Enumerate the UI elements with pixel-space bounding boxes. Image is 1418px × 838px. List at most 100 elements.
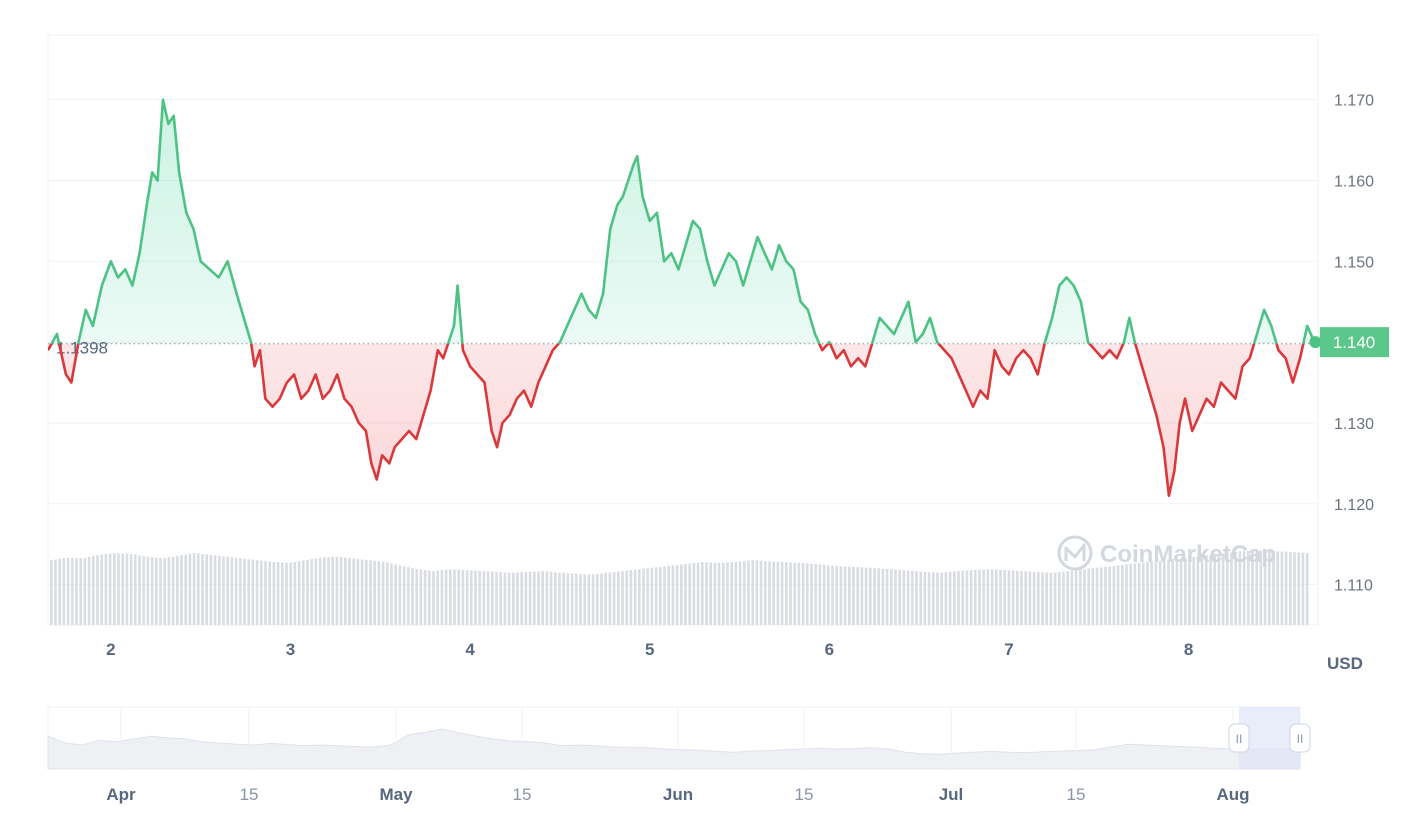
volume-bar xyxy=(856,567,859,625)
volume-bar xyxy=(1108,566,1111,625)
volume-bar xyxy=(541,571,544,625)
volume-bars xyxy=(50,550,1309,625)
volume-bar xyxy=(293,562,297,625)
volume-bar xyxy=(188,553,192,625)
volume-bar xyxy=(961,570,964,625)
volume-bar xyxy=(323,557,326,625)
volume-bar xyxy=(503,572,507,625)
volume-bar xyxy=(625,570,628,625)
volume-bar xyxy=(785,562,788,625)
volume-bar xyxy=(839,566,843,625)
volume-bar xyxy=(1032,571,1036,625)
volume-bar xyxy=(524,572,528,625)
handle-box xyxy=(1289,723,1311,753)
volume-bar xyxy=(83,557,87,625)
volume-bar xyxy=(1184,557,1187,625)
volume-bar xyxy=(394,564,397,625)
volume-bar xyxy=(1007,570,1011,625)
price-line-down xyxy=(48,343,1305,497)
volume-bar xyxy=(96,555,99,625)
volume-bar xyxy=(549,571,553,625)
volume-bar xyxy=(423,570,427,625)
volume-bar xyxy=(449,569,452,625)
navigator-tick-label: 15 xyxy=(1067,785,1086,804)
volume-bar xyxy=(705,562,708,625)
volume-bar xyxy=(465,570,469,625)
volume-bar xyxy=(915,571,918,625)
volume-bar xyxy=(570,573,574,625)
volume-bar xyxy=(965,570,969,625)
volume-bar xyxy=(184,554,187,625)
volume-bar xyxy=(692,563,696,625)
volume-bar xyxy=(730,562,733,625)
volume-bar xyxy=(759,560,763,625)
volume-bar xyxy=(923,571,927,625)
volume-bar xyxy=(142,556,145,625)
x-tick-label: 7 xyxy=(1004,640,1013,659)
volume-bar xyxy=(919,571,922,625)
volume-bar xyxy=(911,571,914,625)
volume-bar xyxy=(843,566,847,625)
current-badge-bg xyxy=(1320,327,1389,358)
volume-bar xyxy=(1167,559,1170,625)
navigator-handle-right[interactable]: II xyxy=(1289,723,1311,753)
current-point xyxy=(1309,336,1322,349)
unit-label: USD xyxy=(1327,654,1363,673)
volume-bar xyxy=(365,559,368,625)
volume-bar xyxy=(1121,564,1124,625)
volume-bar xyxy=(1129,563,1132,625)
volume-bar xyxy=(201,553,204,625)
volume-bar xyxy=(390,563,393,625)
volume-bar xyxy=(596,573,599,625)
volume-bar xyxy=(171,556,175,625)
volume-bar xyxy=(415,569,418,625)
volume-bar xyxy=(587,574,591,625)
navigator-tick-label: Aug xyxy=(1216,785,1249,804)
volume-bar xyxy=(726,562,729,625)
volume-bar xyxy=(1049,572,1053,625)
y-tick-label: 1.120 xyxy=(1334,497,1374,514)
volume-bar xyxy=(1095,567,1099,625)
volume-bar xyxy=(864,567,868,625)
volume-bar xyxy=(331,556,334,625)
volume-bar xyxy=(247,559,250,625)
volume-bar xyxy=(327,557,330,625)
volume-bar xyxy=(688,563,691,625)
volume-bar xyxy=(138,555,141,625)
volume-bar xyxy=(1200,555,1204,625)
volume-bar xyxy=(1070,570,1074,625)
baseline-value: 1.1398 xyxy=(56,339,108,358)
volume-bar xyxy=(79,558,82,625)
volume-bar xyxy=(507,572,511,625)
volume-bar xyxy=(831,565,834,625)
volume-bar xyxy=(121,553,124,625)
volume-bar xyxy=(251,559,255,625)
volume-bar xyxy=(659,566,662,625)
volume-bar xyxy=(234,557,238,625)
navigator-handle-left[interactable]: II xyxy=(1228,723,1250,753)
volume-bar xyxy=(209,554,213,625)
volume-bar xyxy=(1125,564,1128,625)
volume-bar xyxy=(827,565,830,625)
volume-bar xyxy=(797,562,801,625)
volume-bar xyxy=(230,557,234,625)
volume-bar xyxy=(1238,551,1242,625)
volume-bar xyxy=(54,559,57,625)
volume-bar xyxy=(440,569,444,625)
drag-handle-icon: II xyxy=(1297,732,1304,746)
volume-bar xyxy=(638,569,641,625)
volume-bar xyxy=(1142,562,1145,625)
watermark-text: CoinMarketCap xyxy=(1100,541,1276,568)
volume-bar xyxy=(1011,570,1015,625)
volume-bar xyxy=(722,562,725,625)
volume-bar xyxy=(554,572,557,625)
price-line xyxy=(48,98,1316,497)
volume-bar xyxy=(743,560,746,625)
volume-bar xyxy=(621,571,624,625)
range-navigator[interactable]: Apr 15 May 15 Jun 15 Jul 15 Aug II II xyxy=(47,706,1311,804)
plot-area xyxy=(47,34,1319,626)
volume-bar xyxy=(944,572,948,625)
volume-bar xyxy=(701,562,704,625)
volume-bar xyxy=(1171,559,1174,625)
volume-bar xyxy=(516,572,519,625)
